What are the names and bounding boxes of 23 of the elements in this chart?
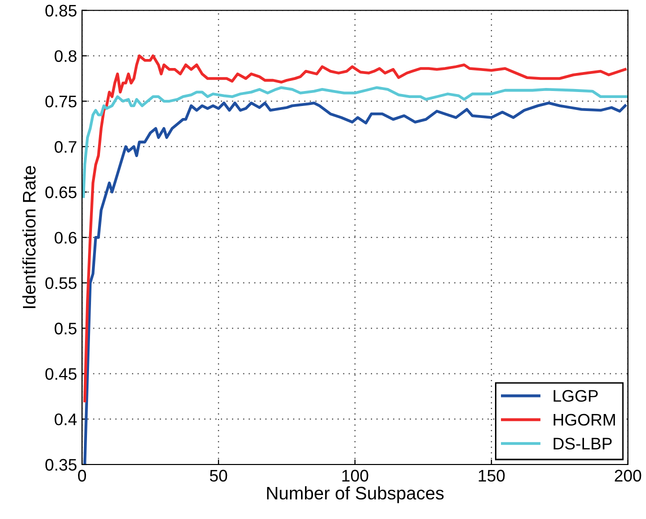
x-axis-title: Number of Subspaces xyxy=(267,486,444,504)
x-tick-label: 50 xyxy=(210,470,228,482)
y-tick-label: 0.35 xyxy=(45,458,76,471)
y-tick-label: 0.8 xyxy=(54,50,76,62)
y-axis-title: Identification Rate xyxy=(22,166,36,308)
y-tick-label: 0.45 xyxy=(45,368,76,380)
y-tick-label: 0.6 xyxy=(54,232,76,244)
y-tick-label: 0.65 xyxy=(45,186,76,198)
line-series xyxy=(83,54,627,402)
x-tick-label: 100 xyxy=(342,470,368,482)
x-tick-label: 150 xyxy=(478,470,505,482)
x-tick-label: 0 xyxy=(78,470,86,482)
legend-label: HGORM xyxy=(554,414,615,426)
x-tick-label: 200 xyxy=(614,470,642,482)
legend-label: DS-LBP xyxy=(554,438,612,450)
legend-label: LGGP xyxy=(554,390,598,402)
y-tick-label: 0.55 xyxy=(45,277,76,290)
y-tick-label: 0.5 xyxy=(54,322,76,334)
y-tick-label: 0.7 xyxy=(54,141,76,153)
line-series xyxy=(82,86,628,198)
y-tick-label: 0.85 xyxy=(45,4,76,17)
y-tick-label: 0.75 xyxy=(45,96,76,108)
y-tick-label: 0.4 xyxy=(54,413,77,426)
